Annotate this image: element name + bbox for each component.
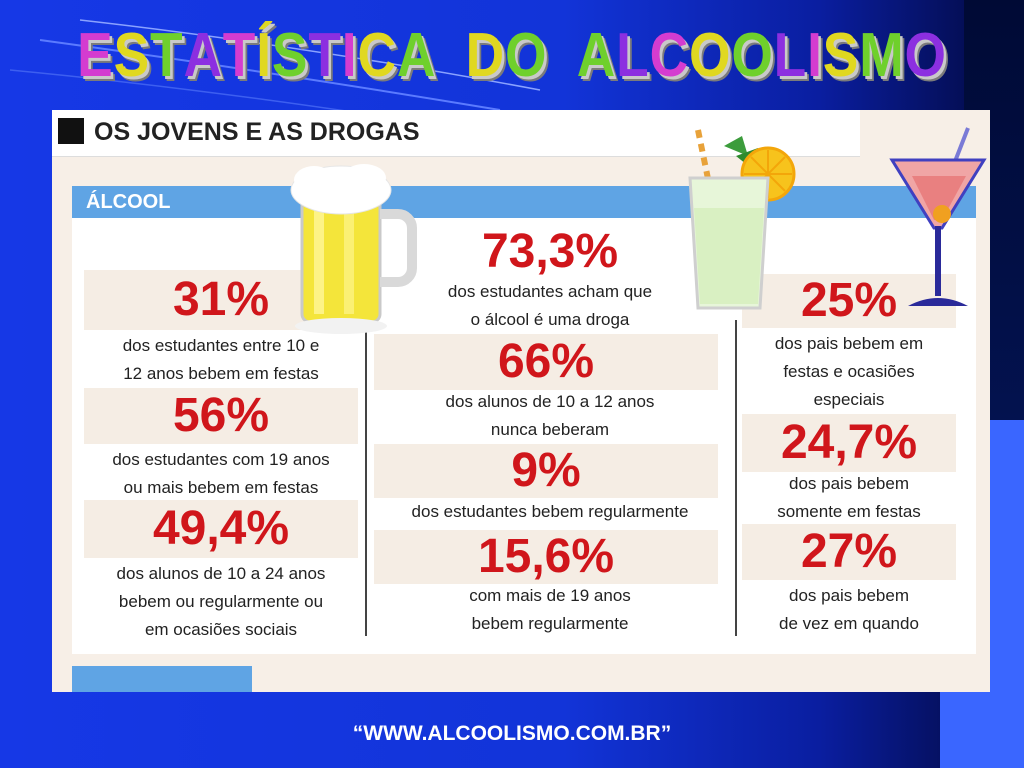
stat-value: 25% bbox=[800, 274, 898, 327]
stat-description: com mais de 19 anos bebem regularmente bbox=[469, 586, 631, 633]
stat-description: dos estudantes bebem regularmente bbox=[411, 502, 689, 521]
title-letter: O bbox=[904, 21, 947, 90]
stat-box: 15,6% bbox=[374, 530, 718, 584]
header-square-icon bbox=[58, 118, 84, 144]
title-letter: C bbox=[357, 21, 397, 90]
title-letter: Í bbox=[256, 21, 272, 90]
stat-box: 24,7% bbox=[742, 414, 956, 472]
stat-value: 24,7% bbox=[780, 416, 918, 469]
title-letter: A bbox=[183, 21, 223, 90]
stat-value: 9% bbox=[511, 444, 581, 497]
stat-box: 73,3% bbox=[382, 224, 718, 280]
lemonade-glass-icon bbox=[688, 129, 796, 310]
title-letter: T bbox=[308, 21, 342, 90]
title-letter: L bbox=[773, 21, 808, 90]
title-letter: L bbox=[616, 21, 650, 90]
title-word-1: ESTATÍSTICA bbox=[77, 24, 436, 88]
stat-description: dos estudantes acham que o álcool é uma … bbox=[447, 282, 653, 329]
stat-value: 15,6% bbox=[477, 530, 615, 583]
stat-value: 66% bbox=[497, 335, 595, 388]
title-letter: I bbox=[807, 21, 823, 90]
title-letter: S bbox=[113, 21, 151, 90]
title-word-2: DO bbox=[466, 24, 548, 88]
title-letter: A bbox=[576, 21, 617, 90]
stat-description: dos pais bebem em festas e ocasiões espe… bbox=[774, 334, 924, 409]
stat-value: 49,4% bbox=[152, 502, 290, 555]
stat-description: dos estudantes com 19 anos ou mais bebem… bbox=[112, 450, 330, 497]
beer-mug-icon bbox=[290, 164, 417, 334]
infographic-title: OS JOVENS E AS DROGAS bbox=[94, 118, 420, 146]
title-letter: I bbox=[341, 21, 358, 90]
next-section-tab bbox=[72, 666, 252, 692]
section-label: ÁLCOOL bbox=[72, 186, 976, 218]
title-letter: T bbox=[222, 21, 257, 90]
stat-box: 27% bbox=[742, 524, 956, 580]
column-divider-right bbox=[735, 320, 737, 636]
title-letter: E bbox=[77, 21, 114, 90]
stat-box: 49,4% bbox=[84, 500, 358, 558]
cocktail-glass-icon bbox=[889, 127, 987, 306]
slide-title: ESTATÍSTICA DO ALCOOLISMO bbox=[72, 24, 953, 88]
infographic-header: OS JOVENS E AS DROGAS bbox=[52, 110, 860, 157]
title-letter: O bbox=[688, 21, 732, 90]
footer-url: “WWW.ALCOOLISMO.COM.BR” bbox=[352, 722, 672, 745]
title-letter: C bbox=[649, 21, 689, 90]
stat-description: dos alunos de 10 a 24 anos bebem ou regu… bbox=[116, 564, 326, 639]
stat-box: 9% bbox=[374, 444, 718, 498]
stat-value: 31% bbox=[172, 273, 270, 326]
stat-description: dos pais bebem de vez em quando bbox=[779, 586, 919, 633]
title-letter: O bbox=[731, 21, 774, 90]
title-letter: S bbox=[271, 21, 309, 90]
stat-description: dos estudantes entre 10 e 12 anos bebem … bbox=[122, 336, 320, 383]
title-letter: O bbox=[505, 21, 548, 90]
stat-description: dos pais bebem somente em festas bbox=[777, 474, 921, 521]
title-letter: S bbox=[822, 21, 860, 90]
title-letter: T bbox=[150, 21, 184, 90]
stat-value: 27% bbox=[800, 525, 898, 578]
column-divider-left bbox=[365, 260, 367, 636]
title-letter: M bbox=[859, 21, 905, 90]
title-letter: D bbox=[465, 21, 506, 90]
stat-value: 56% bbox=[172, 389, 270, 442]
stat-value: 73,3% bbox=[481, 225, 619, 278]
infographic-image: OS JOVENS E AS DROGAS ÁLCOOL 31% dos est… bbox=[52, 110, 990, 692]
title-word-3: ALCOOLISMO bbox=[577, 24, 947, 88]
title-letter: A bbox=[396, 21, 437, 90]
stat-box: 66% bbox=[374, 334, 718, 390]
stat-box: 56% bbox=[84, 388, 358, 444]
stat-description: dos alunos de 10 a 12 anos nunca beberam bbox=[445, 392, 655, 439]
